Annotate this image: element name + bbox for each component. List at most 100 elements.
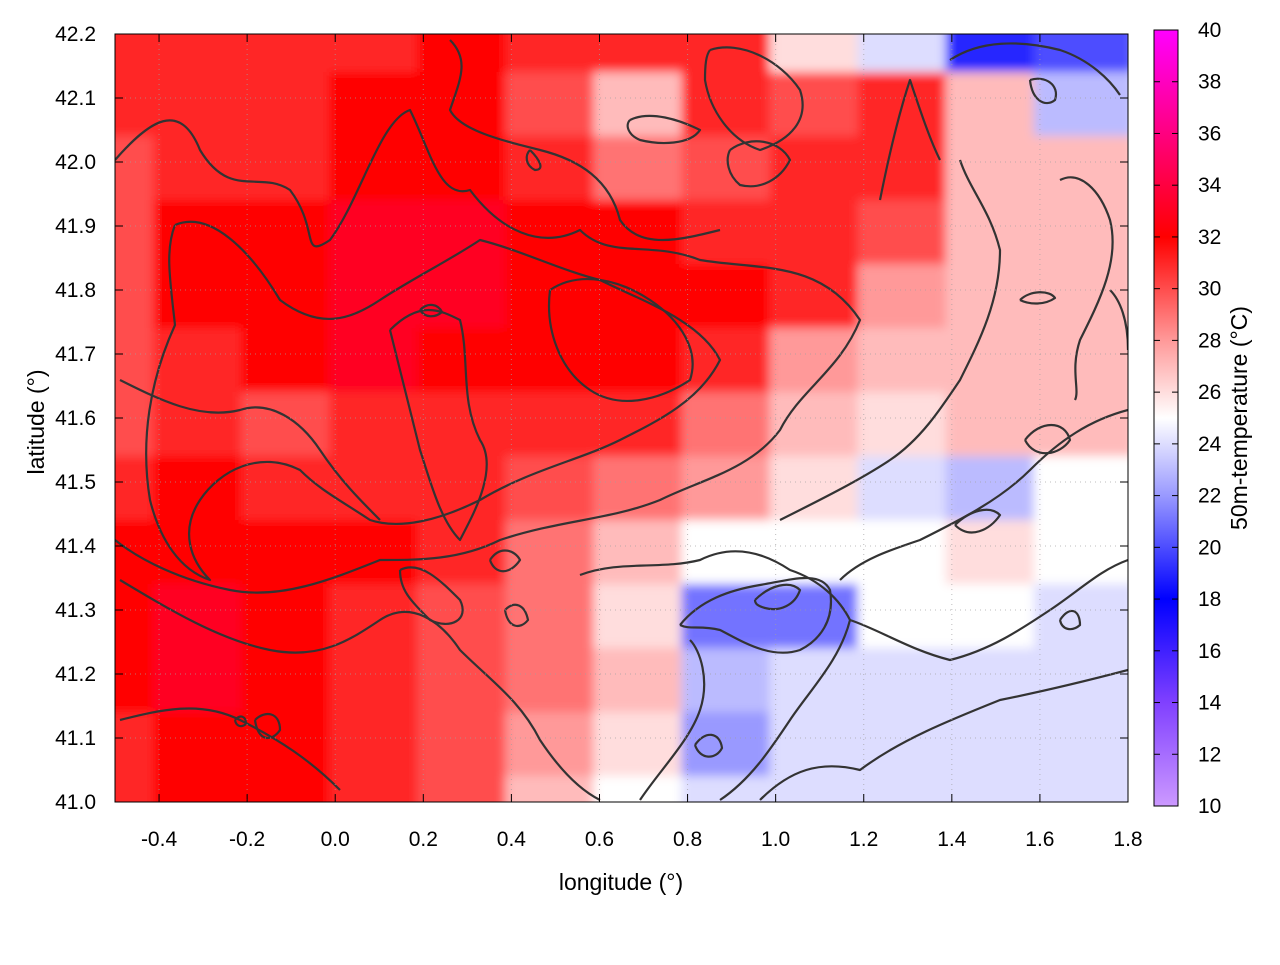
contour-line [233,715,248,728]
contour-line [839,408,1128,581]
heatmap-cell [769,188,870,264]
contour-line [579,550,852,801]
y-tick-label: 41.0 [55,791,96,814]
contour-line [639,639,706,801]
colorbar-tick-label: 36 [1198,122,1221,145]
contour-line [1058,609,1082,631]
heatmap-cell [857,380,958,456]
heatmap-cell [681,188,782,264]
colorbar-ticks: 10 12 14 16 18 20 22 24 26 28 30 32 34 36 38 40 [1154,19,1222,818]
colorbar-tick-label: 30 [1198,278,1221,301]
heatmap-cell [329,34,430,72]
heatmap-cell [681,34,782,72]
colorbar-tick-label: 20 [1198,536,1221,559]
colorbar-label: 50m-temperature (°C) [1226,306,1252,530]
contour-line [726,140,792,188]
heatmap-cell [1033,34,1128,72]
colorbar-tick-label: 16 [1198,640,1221,663]
contour-line [759,668,1128,801]
y-tick-label: 42.0 [55,151,96,174]
heatmap-cell [945,34,1046,72]
heatmap-cell [153,444,254,520]
contour-line [1019,291,1057,305]
x-tick-label: 0.6 [585,828,614,851]
contour-line [849,558,1128,662]
contour-line [779,159,1002,521]
contour-line [949,42,1121,96]
colorbar-tick-label: 28 [1198,329,1221,352]
x-tick-label: 1.8 [1113,828,1142,851]
heatmap-cell [857,700,958,776]
y-tick-label: 41.1 [55,727,96,750]
heatmap-cell [857,508,958,584]
heatmap-cell [153,60,254,136]
heatmap-cell [769,34,870,72]
heatmap-cell [681,508,782,584]
contour-line [503,603,530,628]
y-axis-label: latitude (°) [23,369,49,474]
heatmap-cell [241,700,342,776]
heatmap-cell [769,636,870,712]
heatmap-cell [241,60,342,136]
heatmap-cell [857,124,958,200]
contour-line [398,566,464,625]
heatmap-cell [153,34,254,72]
x-tick-label: 1.0 [761,828,790,851]
colorbar-gradient [1153,29,1179,807]
contour-line [878,78,941,201]
colorbar-tick-label: 10 [1198,795,1221,818]
contour-line [115,108,862,594]
heatmap-cell [241,188,342,264]
contour-line [253,712,282,740]
x-tick-label: 1.6 [1025,828,1054,851]
heatmap-cell [241,316,342,392]
contour-line [548,278,694,402]
heatmap-cell [681,60,782,136]
y-tick-label: 41.6 [55,407,96,430]
x-tick-label: 0.2 [409,828,438,851]
x-tick-label: 0.8 [673,828,702,851]
contour-line [448,39,721,241]
colorbar: 10 12 14 16 18 20 22 24 26 28 30 32 34 36 38 40 50m-tem… [1153,19,1252,818]
heatmap-cell [241,252,342,328]
contour-line [419,303,444,318]
y-tick-label: 41.3 [55,599,96,622]
y-tick-label: 41.2 [55,663,96,686]
contour-line [119,707,341,791]
y-tick-label: 41.9 [55,215,96,238]
heatmap-cell [857,316,958,392]
heatmap-cell [153,700,254,776]
heatmap-cell [153,636,254,712]
heatmap-cell [769,508,870,584]
heatmap-cell [857,60,958,136]
x-tick-label: 0.4 [497,828,527,851]
heatmap-cell [417,34,518,72]
heatmap-cell [241,34,342,72]
heatmap-cell [769,252,870,328]
colorbar-tick-label: 14 [1198,692,1222,715]
heatmap-cell [681,380,782,456]
heatmap-cell [857,252,958,328]
contour-line [693,733,724,758]
x-tick-label: 1.2 [849,828,878,851]
contour-line [488,549,522,573]
contour-line [954,508,1002,534]
heatmap-cell [153,316,254,392]
heatmap-cell [153,124,254,200]
colorbar-tick-label: 24 [1198,433,1222,456]
colorbar-tick-label: 38 [1198,71,1221,94]
x-tick-label: -0.2 [229,828,265,851]
x-axis-label: longitude (°) [559,869,683,895]
heatmap-cell [241,572,342,648]
heatmap-cell [857,34,958,72]
y-axis: 41.0 41.1 41.2 41.3 41.4 41.5 41.6 41.7 41.8 41.9… [55,23,1128,814]
x-tick-label: -0.4 [141,828,178,851]
heatmap-cell [681,124,782,200]
colorbar-tick-label: 18 [1198,588,1221,611]
heatmap-cell [241,380,342,456]
heatmap-cell [505,34,606,72]
y-tick-label: 41.8 [55,279,96,302]
heatmap-cell [681,316,782,392]
